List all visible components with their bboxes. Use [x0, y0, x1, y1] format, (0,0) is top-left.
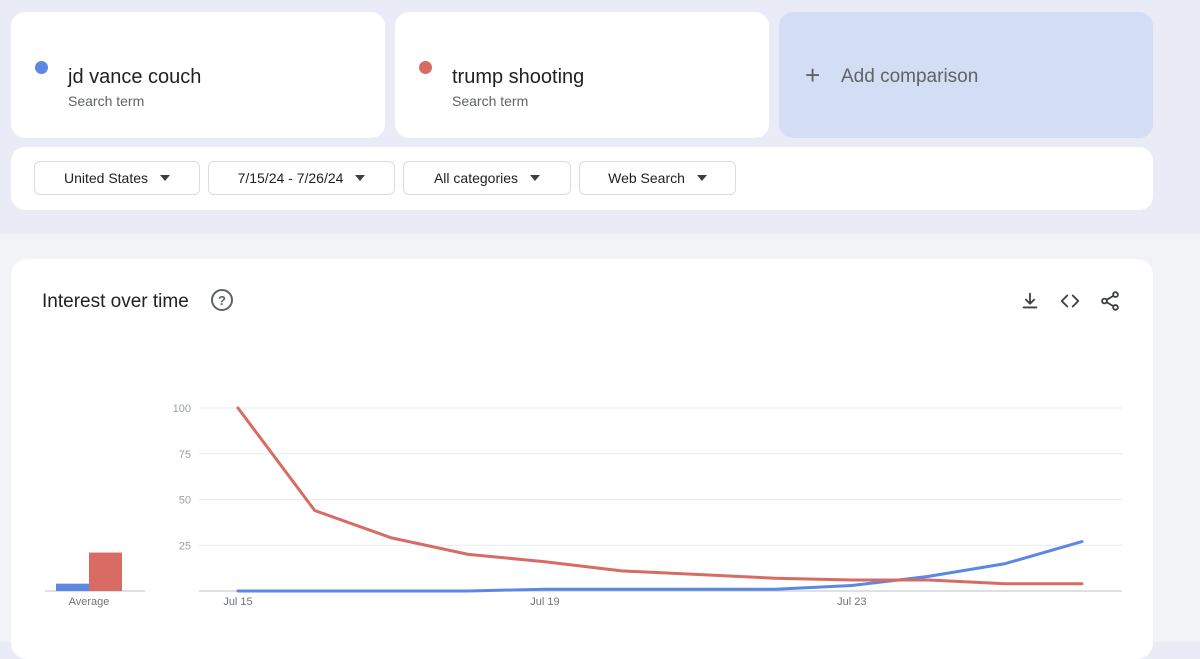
series-dot-icon — [35, 61, 48, 74]
x-tick-label: Jul 19 — [530, 596, 559, 608]
term-name[interactable]: jd vance couch — [68, 66, 202, 88]
download-icon[interactable] — [1019, 290, 1041, 312]
date-range-value: 7/15/24 - 7/26/24 — [237, 170, 344, 186]
caret-down-icon — [696, 175, 707, 181]
interest-over-time-card: Interest over time ? 100 75 50 25 Jul 15 Jul … — [11, 259, 1153, 659]
y-tick-label: 25 — [179, 540, 191, 552]
category-dropdown[interactable]: All categories — [403, 161, 571, 195]
term-name[interactable]: trump shooting — [452, 66, 585, 88]
average-bar — [89, 552, 122, 591]
caret-down-icon — [355, 175, 366, 181]
caret-down-icon — [160, 175, 171, 181]
average-label: Average — [69, 596, 110, 608]
y-tick-label: 50 — [179, 495, 191, 507]
add-comparison-label: Add comparison — [841, 66, 979, 87]
x-tick-label: Jul 15 — [223, 596, 252, 608]
embed-icon[interactable] — [1059, 290, 1081, 312]
date-range-dropdown[interactable]: 7/15/24 - 7/26/24 — [208, 161, 395, 195]
plus-icon: + — [805, 60, 821, 90]
caret-down-icon — [530, 175, 541, 181]
search-type-dropdown[interactable]: Web Search — [579, 161, 736, 195]
term-card-1[interactable]: jd vance couch Search term — [11, 12, 385, 138]
region-value: United States — [63, 170, 149, 186]
term-subtitle: Search term — [68, 93, 145, 109]
region-dropdown[interactable]: United States — [34, 161, 200, 195]
line-chart: 100 75 50 25 Jul 15 Jul 19 Jul 23 Average — [45, 403, 1122, 608]
search-type-value: Web Search — [608, 170, 685, 186]
average-bar — [56, 583, 89, 591]
series-line — [236, 540, 1084, 593]
series-dot-icon — [419, 61, 432, 74]
y-tick-label: 75 — [179, 449, 191, 461]
y-tick-label: 100 — [173, 403, 191, 415]
add-comparison-button[interactable]: + Add comparison — [779, 12, 1153, 138]
series-line — [236, 406, 1084, 586]
filter-bar: United States 7/15/24 - 7/26/24 All cate… — [11, 147, 1153, 210]
x-tick-label: Jul 23 — [837, 596, 866, 608]
category-value: All categories — [433, 170, 519, 186]
term-card-2[interactable]: trump shooting Search term — [395, 12, 769, 138]
help-icon[interactable]: ? — [211, 289, 233, 311]
term-subtitle: Search term — [452, 93, 529, 109]
chart-title: Interest over time — [42, 291, 189, 312]
share-icon[interactable] — [1099, 290, 1121, 312]
